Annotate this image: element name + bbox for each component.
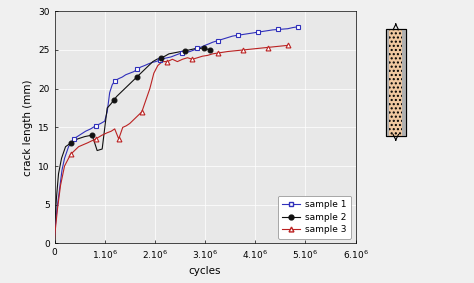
X-axis label: cycles: cycles (189, 266, 221, 276)
Bar (386, 29, 406, 136)
Bar (386, 29, 406, 136)
Legend: sample 1, sample 2, sample 3: sample 1, sample 2, sample 3 (278, 196, 351, 239)
Bar (402, 29, 406, 136)
Y-axis label: crack length (mm): crack length (mm) (23, 79, 33, 175)
Bar (386, 29, 389, 136)
